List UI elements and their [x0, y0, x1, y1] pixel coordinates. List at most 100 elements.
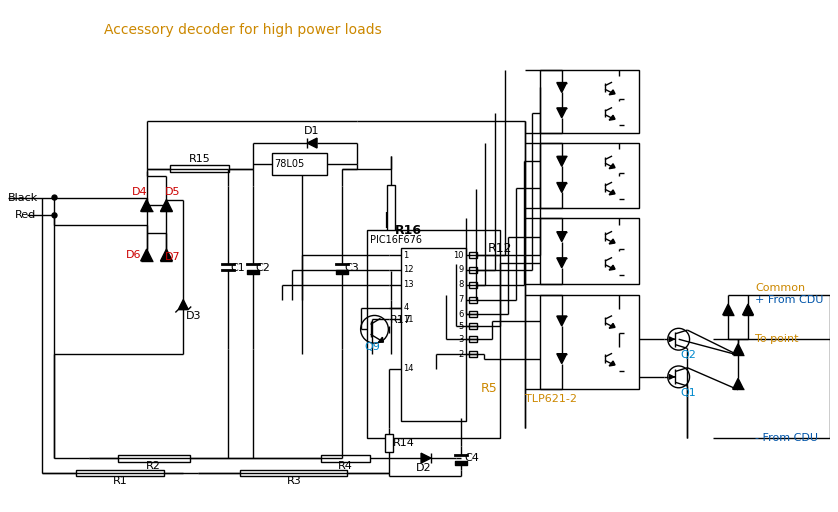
Text: D6: D6 — [126, 250, 142, 260]
Text: D4: D4 — [132, 186, 147, 197]
Polygon shape — [556, 82, 566, 93]
Polygon shape — [556, 354, 566, 364]
Text: 12: 12 — [403, 265, 414, 274]
Text: 1: 1 — [403, 250, 408, 260]
Circle shape — [52, 213, 57, 218]
Polygon shape — [556, 232, 566, 242]
Text: D3: D3 — [186, 311, 202, 322]
Bar — [468, 296, 477, 303]
Bar — [272, 153, 327, 175]
Polygon shape — [609, 164, 615, 168]
Polygon shape — [161, 200, 173, 211]
Text: Common: Common — [755, 283, 805, 293]
Bar — [366, 230, 500, 438]
Bar — [468, 336, 477, 342]
Text: 11: 11 — [403, 315, 414, 324]
Text: R17: R17 — [391, 315, 412, 326]
Circle shape — [52, 195, 57, 200]
Polygon shape — [722, 304, 733, 315]
Polygon shape — [141, 200, 153, 211]
Polygon shape — [161, 249, 173, 261]
Text: 9: 9 — [458, 265, 463, 274]
Text: R3: R3 — [287, 476, 301, 486]
Text: Q1: Q1 — [680, 388, 696, 398]
Text: 3: 3 — [458, 335, 463, 344]
Text: D5: D5 — [164, 186, 180, 197]
Polygon shape — [609, 324, 615, 328]
Text: R14: R14 — [393, 438, 415, 448]
Bar — [468, 311, 477, 317]
Text: 2: 2 — [458, 350, 463, 358]
Polygon shape — [742, 304, 753, 315]
Bar — [401, 248, 466, 421]
Text: R16: R16 — [396, 224, 422, 237]
Bar — [241, 470, 347, 477]
Bar — [468, 267, 477, 273]
Text: 7: 7 — [458, 295, 463, 304]
Polygon shape — [141, 249, 153, 261]
Text: R12: R12 — [488, 242, 512, 254]
Polygon shape — [556, 156, 566, 166]
Bar — [387, 185, 396, 271]
Text: R2: R2 — [146, 461, 161, 471]
Bar — [468, 351, 477, 357]
Text: TLP621-2: TLP621-2 — [525, 394, 577, 403]
Polygon shape — [556, 316, 566, 326]
Text: 5: 5 — [458, 322, 463, 331]
Text: To point: To point — [755, 334, 799, 344]
Polygon shape — [609, 190, 615, 195]
Bar — [468, 324, 477, 329]
Text: D7: D7 — [164, 252, 180, 262]
Text: Q9: Q9 — [365, 342, 380, 352]
Text: D1: D1 — [304, 126, 319, 136]
Bar — [117, 455, 189, 462]
Text: |: | — [384, 212, 389, 228]
Text: C1: C1 — [230, 263, 246, 273]
Bar — [540, 218, 639, 284]
Text: Black: Black — [8, 193, 39, 203]
Text: D2: D2 — [416, 463, 432, 473]
Text: + From CDU: + From CDU — [755, 294, 823, 305]
Polygon shape — [609, 361, 615, 366]
Text: R5: R5 — [480, 382, 497, 395]
Text: C2: C2 — [256, 263, 271, 273]
Bar — [321, 455, 370, 462]
Bar — [540, 294, 639, 389]
Polygon shape — [609, 115, 615, 120]
Bar — [540, 143, 639, 208]
Polygon shape — [556, 108, 566, 118]
Text: R1: R1 — [112, 476, 127, 486]
Text: - From CDU: - From CDU — [755, 433, 818, 443]
Bar — [468, 282, 477, 288]
Text: 10: 10 — [453, 250, 463, 260]
Polygon shape — [379, 337, 384, 342]
Text: 6: 6 — [458, 310, 463, 319]
Polygon shape — [556, 258, 566, 268]
Text: Q2: Q2 — [680, 350, 696, 360]
Polygon shape — [308, 138, 317, 148]
Bar — [540, 70, 639, 133]
Text: 4: 4 — [403, 303, 408, 312]
Polygon shape — [178, 300, 189, 309]
Text: 78L05: 78L05 — [274, 159, 305, 169]
Text: Accessory decoder for high power loads: Accessory decoder for high power loads — [104, 23, 382, 37]
Bar — [385, 434, 393, 452]
Text: C4: C4 — [464, 453, 479, 463]
Polygon shape — [609, 239, 615, 244]
Polygon shape — [556, 183, 566, 193]
Bar — [468, 252, 477, 258]
Bar — [76, 470, 163, 477]
Text: C3: C3 — [344, 263, 360, 273]
Text: PIC16F676: PIC16F676 — [370, 235, 422, 245]
Text: R4: R4 — [339, 461, 353, 471]
Polygon shape — [421, 453, 431, 463]
Text: 13: 13 — [403, 280, 414, 289]
Bar — [170, 165, 230, 172]
Text: 14: 14 — [403, 365, 414, 373]
Polygon shape — [609, 90, 615, 95]
Polygon shape — [609, 265, 615, 270]
Polygon shape — [732, 378, 743, 389]
Text: R15: R15 — [189, 154, 210, 164]
Polygon shape — [732, 344, 743, 355]
Text: 8: 8 — [458, 280, 463, 289]
